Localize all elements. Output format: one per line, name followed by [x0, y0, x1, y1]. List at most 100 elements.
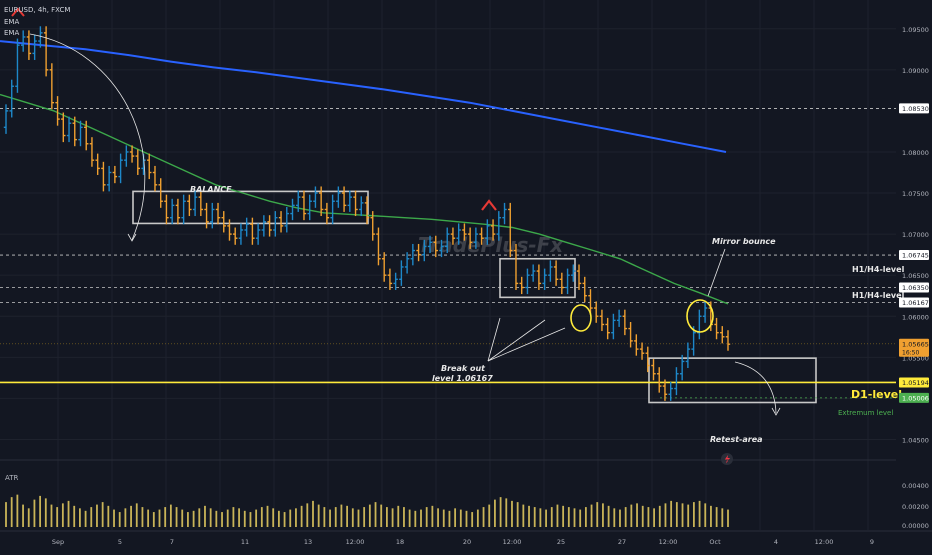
- h1h4-lower-label: H1/H4-level: [852, 291, 905, 300]
- atr-bar: [118, 512, 121, 527]
- atr-bar: [141, 507, 144, 527]
- break-out-level-label: level 1.06167: [432, 374, 493, 383]
- atr-bar: [346, 505, 349, 527]
- atr-bar: [425, 507, 428, 527]
- atr-bar: [431, 505, 434, 527]
- price-tag-sub: 16:50: [902, 349, 919, 356]
- atr-axis-label: 0.00200: [902, 503, 929, 511]
- atr-bar: [101, 502, 104, 527]
- price-tag: [899, 103, 929, 114]
- mirror-bounce-circle: [686, 299, 714, 333]
- time-axis-label: Sep: [52, 538, 64, 546]
- atr-bar: [619, 509, 621, 527]
- atr-bar: [516, 502, 519, 527]
- atr-bar: [408, 509, 411, 527]
- atr-bar: [471, 512, 474, 527]
- atr-axis-label: 0.00000: [902, 522, 929, 530]
- time-axis[interactable]: Sep 5 7 11 13 12:00 18 20 12:00 25 27 12:00 Oct 4 12:0…: [52, 538, 874, 546]
- price-tag-label: 1.05194: [902, 379, 929, 387]
- time-axis-label: 12:00: [346, 538, 365, 546]
- atr-bar: [545, 509, 547, 527]
- price-axis-label: 1.05500: [902, 354, 929, 362]
- price-tag-label: 1.06167: [902, 299, 929, 307]
- atr-bar: [641, 505, 644, 527]
- atr-bar: [39, 495, 42, 527]
- price-tag: [899, 250, 929, 261]
- mid-red-chevron: [481, 199, 497, 211]
- atr-bar: [613, 508, 616, 527]
- retest-area-label: Retest-area: [710, 435, 763, 444]
- atr-bar: [209, 508, 212, 527]
- atr-bar: [414, 510, 417, 527]
- time-axis-label: 7: [170, 538, 174, 546]
- atr-bar: [698, 500, 701, 527]
- time-axis-label: 11: [241, 538, 249, 546]
- price-levels: [0, 108, 896, 399]
- atr-bar: [692, 502, 695, 527]
- indicator-ema-2[interactable]: EMA: [4, 29, 19, 37]
- atr-bar: [158, 509, 161, 527]
- atr-bar: [567, 507, 570, 527]
- price-tag: [899, 297, 929, 308]
- watermark: TradePlus-Fx: [418, 233, 564, 257]
- balance-zone: [132, 190, 369, 225]
- time-axis-label: 20: [463, 538, 471, 546]
- time-axis-label: 25: [557, 538, 565, 546]
- atr-bar: [96, 504, 98, 527]
- atr-bar: [607, 505, 610, 527]
- zones: [132, 190, 817, 404]
- atr-bar: [442, 509, 445, 527]
- atr-bar: [187, 512, 189, 527]
- atr-bar: [238, 508, 240, 527]
- atr-bar: [636, 503, 638, 527]
- atr-bar: [380, 504, 383, 527]
- grid-lines: [0, 0, 896, 530]
- time-axis-label: 13: [304, 538, 312, 546]
- atr-bar: [454, 508, 457, 527]
- price-axis[interactable]: 1.09500 1.09000 1.08000 1.07500 1.07000 1.065…: [902, 26, 929, 530]
- atr-bar: [249, 512, 252, 527]
- atr-bar: [459, 509, 462, 527]
- atr-bar: [255, 509, 258, 527]
- atr-bar: [647, 507, 650, 527]
- price-tag-label: 1.05006: [902, 394, 929, 402]
- atr-bar: [226, 509, 229, 527]
- atr-bar: [573, 508, 576, 527]
- atr-bar: [260, 507, 263, 527]
- mirror-bounce-label: Mirror bounce: [712, 237, 776, 246]
- atr-bar: [334, 507, 337, 527]
- symbol-title[interactable]: EURUSD, 4h, FXCM: [4, 6, 70, 14]
- atr-bar: [73, 505, 76, 527]
- price-tag-label: 1.06350: [902, 284, 929, 292]
- atr-bar: [56, 507, 59, 527]
- atr-bar: [476, 509, 479, 527]
- atr-bar: [505, 498, 508, 527]
- atr-bar: [602, 503, 604, 527]
- extremum-level-label: Extremum level: [838, 409, 893, 417]
- atr-bar: [169, 504, 172, 527]
- atr-bar: [192, 510, 195, 527]
- atr-bar: [357, 509, 360, 527]
- atr-bar: [33, 499, 36, 527]
- atr-bar: [522, 504, 525, 527]
- price-axis-label: 1.06500: [902, 272, 929, 280]
- atr-bar: [584, 507, 587, 527]
- atr-bar: [272, 508, 275, 527]
- atr-bar: [374, 502, 377, 527]
- atr-bar: [44, 498, 47, 527]
- atr-bar: [704, 503, 707, 527]
- atr-bar: [61, 503, 64, 527]
- atr-bar: [289, 509, 292, 527]
- indicator-ema-1[interactable]: EMA: [4, 18, 19, 26]
- atr-bar: [130, 505, 132, 527]
- atr-bar: [624, 507, 627, 527]
- atr-bar: [16, 494, 19, 527]
- atr-histogram: [5, 494, 729, 527]
- breakout-circle: [570, 304, 592, 332]
- atr-bar: [397, 505, 400, 527]
- atr-bar: [448, 510, 451, 527]
- atr-bar: [391, 508, 394, 527]
- atr-bar: [550, 507, 553, 527]
